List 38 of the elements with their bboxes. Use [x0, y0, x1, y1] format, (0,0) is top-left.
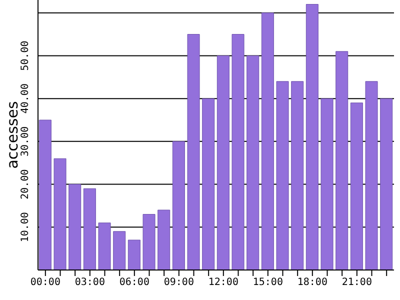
bar	[336, 51, 348, 270]
bar	[113, 231, 126, 270]
x-tick-label: 12:00	[208, 277, 238, 288]
bar	[306, 4, 318, 270]
bar	[142, 214, 156, 270]
x-tick-label: 15:00	[252, 277, 283, 288]
bar	[246, 55, 260, 270]
bar	[172, 141, 185, 270]
y-tick-label: 50.00	[20, 40, 31, 71]
bar	[187, 34, 200, 270]
x-tick-label: 03:00	[74, 277, 105, 288]
bar	[291, 81, 304, 270]
bar	[202, 98, 215, 270]
bar	[216, 55, 230, 270]
bar	[320, 98, 334, 270]
y-tick-label: 10.00	[20, 212, 31, 242]
x-tick-label: 09:00	[164, 277, 194, 288]
bar	[54, 158, 66, 270]
bar	[158, 210, 170, 270]
x-tick-label: 06:00	[119, 277, 150, 288]
y-tick-label: 20.00	[20, 169, 31, 200]
bar	[38, 120, 52, 270]
y-tick-label: 30.00	[20, 126, 31, 156]
y-tick-label: 40.00	[20, 84, 31, 114]
bar	[276, 81, 289, 270]
bar	[380, 98, 393, 270]
x-tick-label: 00:00	[30, 277, 60, 288]
bar	[128, 240, 140, 270]
bar	[350, 102, 363, 270]
y-axis-title: accesses	[3, 101, 22, 169]
bar	[68, 184, 82, 270]
bar	[98, 222, 111, 270]
x-tick-label: 21:00	[342, 277, 372, 288]
bar	[261, 12, 274, 270]
bar	[365, 81, 378, 270]
bar	[83, 188, 96, 270]
bar	[232, 34, 244, 270]
x-tick-label: 18:00	[297, 277, 328, 288]
